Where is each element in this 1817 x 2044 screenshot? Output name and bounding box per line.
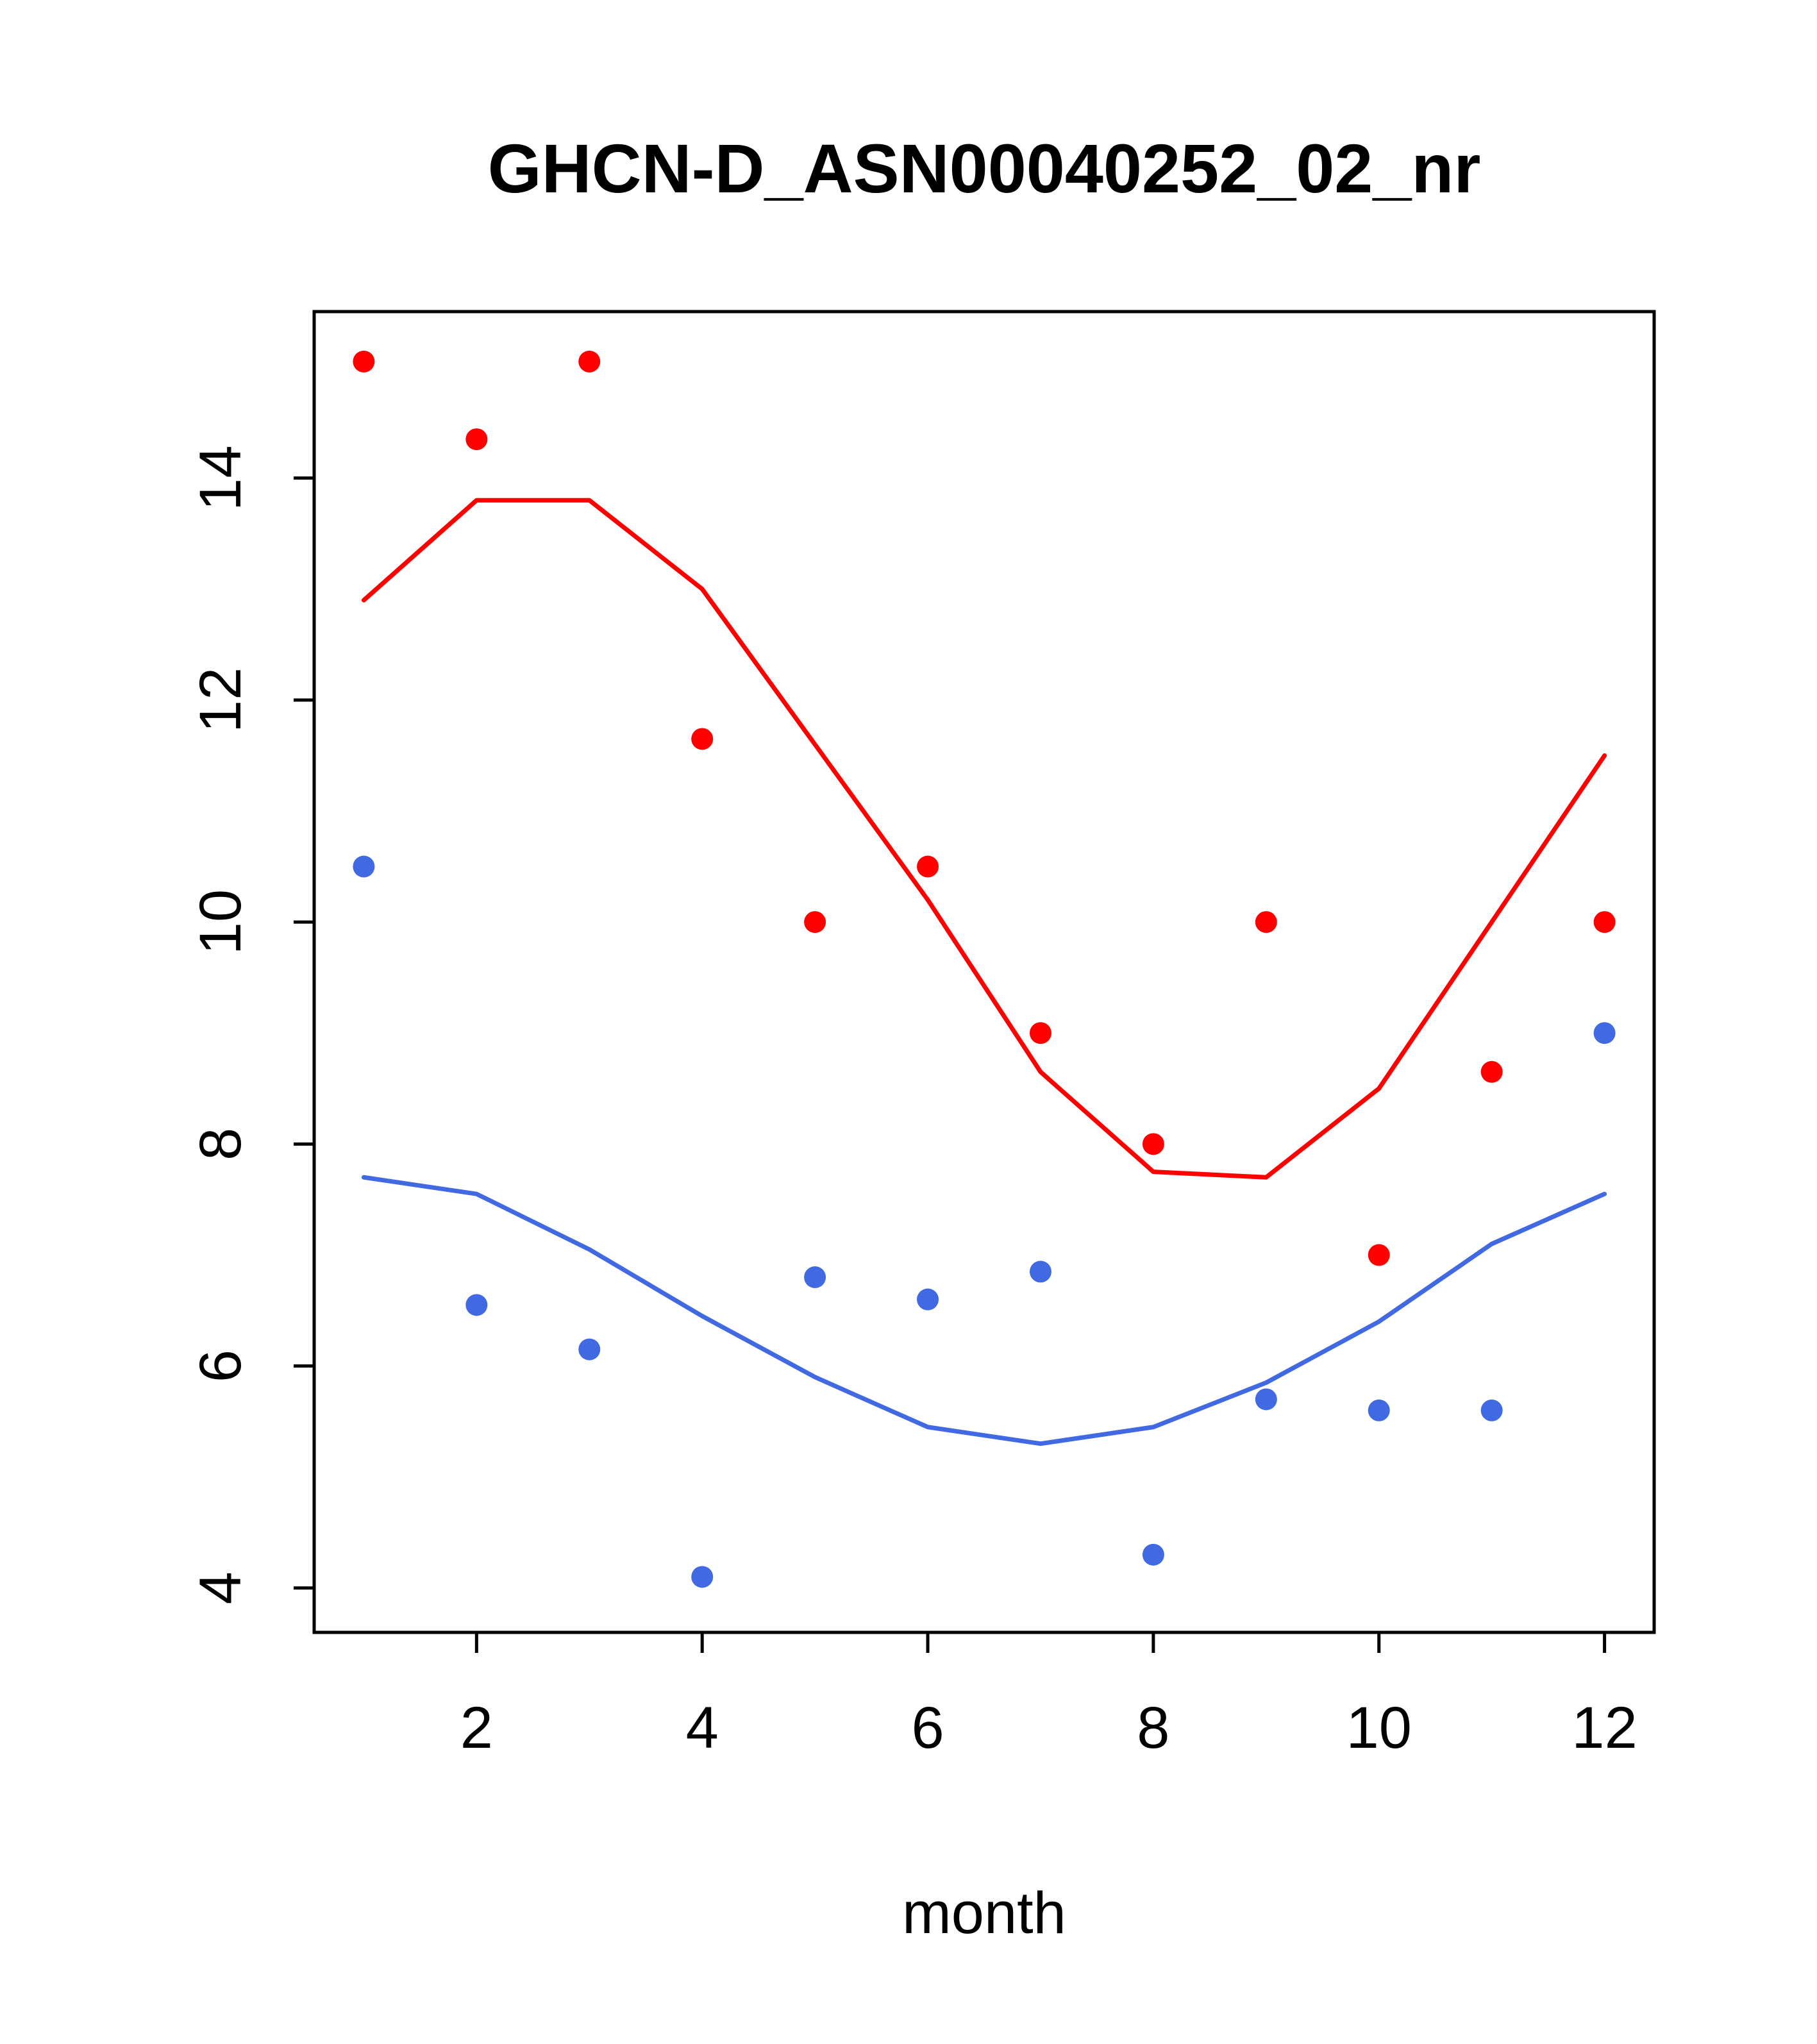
y-tick-label: 4 xyxy=(188,1571,253,1604)
plot-area: 2 4 6 8 10 12 4 6 8 10 12 14 xyxy=(188,350,1637,1761)
blue-trend-line xyxy=(361,1175,1607,1446)
red-points-marker xyxy=(578,350,601,373)
blue-points-marker xyxy=(1029,1261,1051,1283)
x-tick-label: 8 xyxy=(1137,1695,1169,1761)
blue-points-marker xyxy=(353,855,375,878)
red-points-marker xyxy=(691,728,714,750)
x-tick-label: 2 xyxy=(460,1695,493,1761)
blue-points-marker xyxy=(1368,1399,1390,1421)
blue-points-marker xyxy=(1593,1022,1616,1044)
blue-points-marker xyxy=(917,1288,939,1311)
y-tick-label: 8 xyxy=(188,1128,253,1160)
x-tick-label: 6 xyxy=(911,1695,944,1761)
x-tick-label: 4 xyxy=(686,1695,719,1761)
chart-title: GHCN-D_ASN00040252_02_nr xyxy=(488,130,1481,207)
red-points-marker xyxy=(353,350,375,373)
blue-points-marker xyxy=(1142,1543,1164,1566)
blue-points-marker xyxy=(1255,1388,1277,1411)
blue-points-marker xyxy=(578,1338,601,1361)
y-tick-label: 10 xyxy=(188,889,253,955)
blue-points-marker xyxy=(804,1266,826,1289)
x-tick-label: 10 xyxy=(1346,1695,1412,1761)
red-points-marker xyxy=(917,855,939,878)
y-tick-label: 12 xyxy=(188,667,253,733)
red-points-marker xyxy=(1029,1022,1051,1044)
blue-points-marker xyxy=(1480,1399,1503,1421)
red-points-marker xyxy=(1255,911,1277,934)
blue-points-marker xyxy=(465,1294,488,1316)
red-points-marker xyxy=(465,428,488,451)
red-points-marker xyxy=(1593,911,1616,934)
plot-border xyxy=(312,310,1656,1634)
red-points-marker xyxy=(1142,1133,1164,1155)
y-tick-label: 14 xyxy=(188,445,253,510)
red-points-marker xyxy=(1480,1060,1503,1083)
red-trend-line xyxy=(361,498,1607,1180)
red-points-marker xyxy=(804,911,826,934)
x-tick-label: 12 xyxy=(1571,1695,1637,1761)
x-axis-label: month xyxy=(902,1881,1066,1946)
y-tick-label: 6 xyxy=(188,1350,253,1382)
blue-points-marker xyxy=(691,1566,714,1588)
red-points-marker xyxy=(1368,1244,1390,1266)
